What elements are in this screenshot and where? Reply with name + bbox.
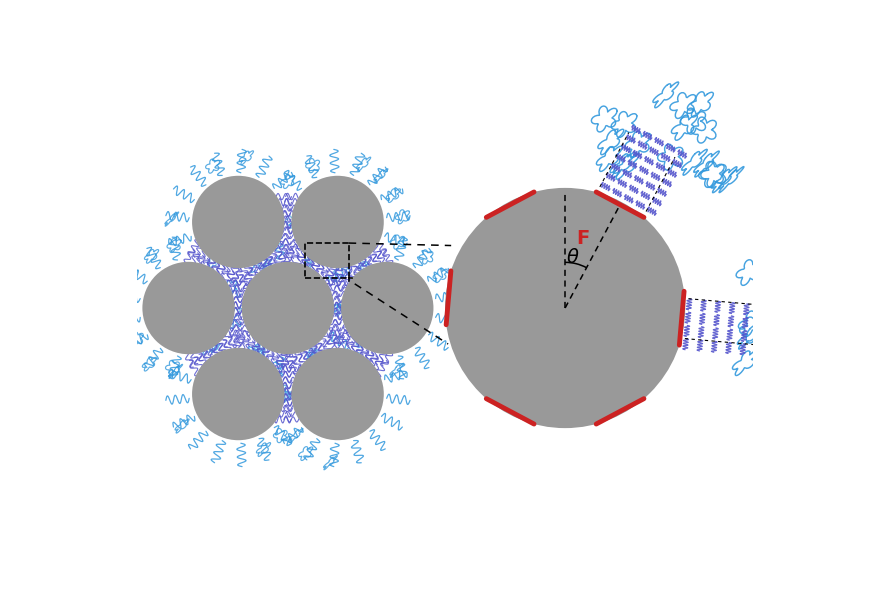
Circle shape (291, 348, 384, 440)
Bar (304, 243, 349, 278)
Text: θ: θ (566, 248, 578, 267)
Circle shape (192, 176, 285, 268)
Circle shape (341, 262, 433, 354)
Circle shape (142, 262, 235, 354)
Circle shape (192, 348, 285, 440)
Circle shape (291, 176, 384, 268)
Circle shape (445, 188, 685, 428)
Text: F: F (576, 229, 589, 248)
Circle shape (242, 262, 334, 354)
